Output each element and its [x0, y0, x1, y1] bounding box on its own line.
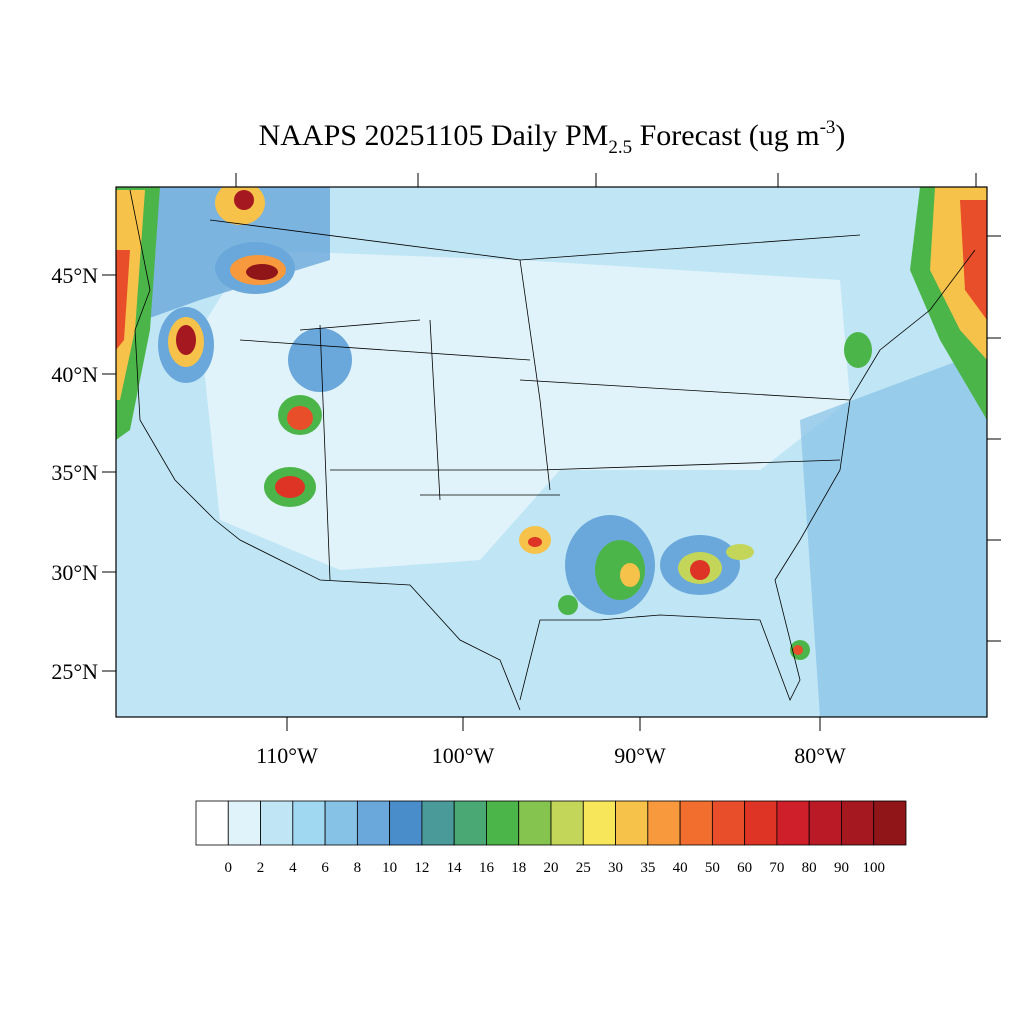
map-frame [115, 186, 988, 718]
colorbar-swatch [421, 800, 455, 846]
lon-label: 80°W [794, 743, 846, 768]
colorbar-label: 35 [640, 860, 655, 876]
map-field [116, 187, 987, 717]
colorbar-label: 12 [414, 860, 429, 876]
colorbar-swatch [324, 800, 358, 846]
lat-label: 45°N [51, 263, 98, 288]
lon-label: 100°W [432, 743, 495, 768]
colorbar-swatch [453, 800, 487, 846]
colorbar-swatch [582, 800, 616, 846]
colorbar-label: 30 [608, 860, 623, 876]
colorbar-label: 4 [289, 860, 297, 876]
colorbar-label: 80 [802, 860, 817, 876]
colorbar-label: 10 [382, 860, 397, 876]
colorbar-swatch [808, 800, 842, 846]
colorbar-swatch [711, 800, 746, 846]
colorbar-swatch [550, 800, 584, 846]
colorbar-label: 60 [737, 860, 752, 876]
axis-labels: 45°N 40°N 35°N 30°N 25°N 110°W 100°W 90°W 80°W [51, 263, 846, 768]
colorbar-label: 70 [769, 860, 784, 876]
title-superscript: -3 [820, 117, 836, 138]
lon-label: 110°W [256, 743, 318, 768]
colorbar-swatch [260, 800, 294, 846]
colorbar-label: 6 [321, 860, 329, 876]
colorbar-label: 25 [576, 860, 591, 876]
colorbar-swatch [776, 800, 810, 846]
colorbar-swatch [518, 800, 552, 846]
colorbar-label: 100 [862, 860, 885, 876]
title: NAAPS 20251105 Daily PM2.5 Forecast (ug … [259, 117, 846, 158]
colorbar-label: 0 [225, 860, 233, 876]
lat-label: 40°N [51, 362, 98, 387]
title-after: Forecast (ug m [632, 119, 819, 152]
colorbar-label: 20 [544, 860, 559, 876]
title-main: NAAPS 20251105 Daily PM [259, 119, 609, 152]
colorbar-swatch [227, 800, 261, 846]
colorbar-label: 50 [705, 860, 720, 876]
title-end: ) [835, 119, 845, 152]
lat-label: 30°N [51, 560, 98, 585]
ticks [102, 173, 1001, 731]
title-subscript: 2.5 [608, 137, 632, 158]
colorbar-label: 16 [479, 860, 495, 876]
colorbar-swatch [356, 800, 391, 846]
colorbar-swatch [486, 800, 520, 846]
colorbar-label: 18 [511, 860, 526, 876]
colorbar-swatch [873, 800, 907, 846]
colorbar-label: 90 [834, 860, 849, 876]
colorbar-label: 14 [447, 860, 463, 876]
colorbar-swatch [841, 800, 875, 846]
colorbar-label: 40 [673, 860, 688, 876]
colorbar-swatch [292, 800, 326, 846]
colorbar-swatch [615, 800, 649, 846]
lat-label: 25°N [51, 659, 98, 684]
colorbar-label: 2 [257, 860, 265, 876]
colorbar-swatch [389, 800, 423, 846]
lon-label: 90°W [614, 743, 666, 768]
lat-label: 35°N [51, 460, 98, 485]
colorbar-swatch [744, 800, 778, 846]
colorbar-label: 8 [354, 860, 362, 876]
colorbar-swatch [195, 800, 229, 846]
colorbar-swatch [647, 800, 681, 846]
colorbar: 0 2 4 6 8 10 12 14 16 18 20 25 30 35 40 50 60 70 80 90 100 [195, 800, 907, 876]
colorbar-swatch [679, 800, 713, 846]
